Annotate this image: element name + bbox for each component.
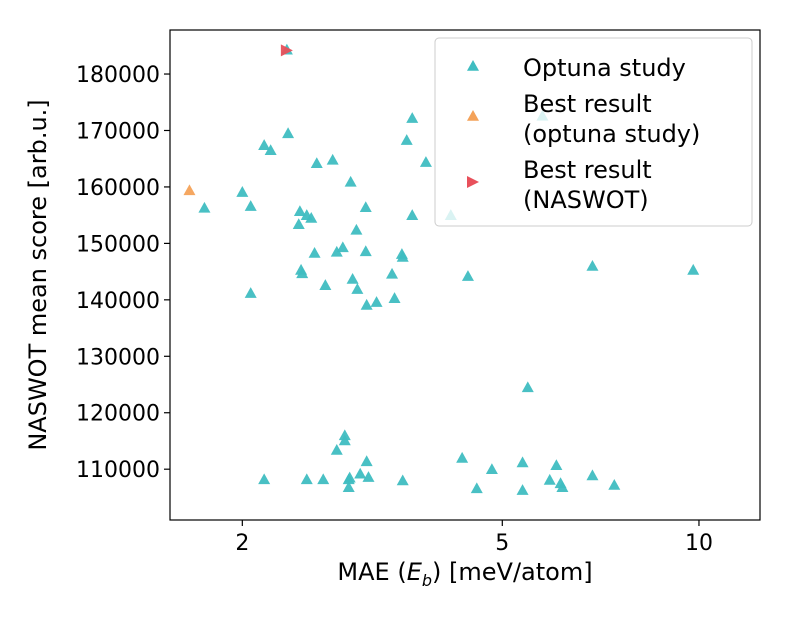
scatter-point: [317, 473, 330, 485]
x-tick-label: 2: [235, 531, 249, 556]
y-axis-label: NASWOT mean score [arb.u.]: [24, 99, 52, 450]
scatter-point: [236, 186, 249, 197]
legend-marker: [467, 176, 479, 188]
scatter-point: [687, 263, 700, 275]
x-label-part: MAE (: [337, 558, 406, 586]
scatter-point: [343, 471, 356, 483]
scatter-point: [338, 429, 351, 441]
scatter-point: [319, 279, 332, 290]
plot-area: [183, 43, 700, 495]
scatter-point: [543, 473, 556, 485]
scatter-point: [198, 201, 211, 213]
scatter-point: [258, 473, 271, 485]
scatter-point: [586, 469, 599, 481]
scatter-point: [406, 112, 419, 123]
scatter-point: [300, 473, 313, 485]
y-tick-label: 110000: [76, 458, 160, 483]
x-label-subscript: b: [422, 571, 432, 590]
scatter-point: [359, 245, 372, 257]
scatter-point: [516, 456, 529, 468]
scatter-point: [183, 184, 196, 196]
scatter-point: [360, 455, 373, 467]
scatter-point: [326, 153, 339, 165]
scatter-point: [305, 211, 318, 223]
scatter-point: [360, 298, 373, 310]
legend-box: [434, 37, 753, 227]
scatter-point: [280, 44, 293, 57]
legend: Optuna study Best result (optuna study) Bes…: [434, 37, 753, 227]
scatter-point: [292, 218, 305, 229]
scatter-point: [351, 283, 364, 294]
legend-marker: [467, 110, 479, 121]
scatter-point: [244, 287, 257, 298]
scatter-point: [308, 246, 321, 258]
scatter-point: [354, 467, 367, 479]
scatter-point: [396, 474, 409, 486]
scatter-point: [350, 223, 363, 235]
scatter-point: [295, 263, 308, 275]
x-tick-label: 5: [495, 531, 509, 556]
y-tick-label: 150000: [76, 232, 160, 257]
scatter-point: [456, 451, 469, 463]
scatter-point: [293, 205, 306, 217]
axes-frame: [169, 29, 761, 521]
y-tick-label: 180000: [76, 63, 160, 88]
scatter-point: [470, 482, 483, 494]
x-label-part: ) [meV/atom]: [432, 558, 593, 586]
legend-label: Optuna study: [523, 54, 686, 82]
scatter-point: [586, 259, 599, 271]
scatter-point: [264, 144, 277, 156]
scatter-point: [310, 157, 323, 169]
y-tick-label: 160000: [76, 176, 160, 201]
legend-label: Best result (optuna study): [523, 90, 700, 148]
legend-marker: [467, 60, 479, 71]
scatter-point: [388, 292, 401, 303]
scatter-point: [330, 444, 343, 455]
x-label-symbol: E: [407, 558, 423, 586]
scatter-point: [370, 296, 383, 307]
scatter-point: [608, 479, 621, 490]
x-axis-label: MAE (Eb) [meV/atom]: [337, 558, 592, 590]
scatter-point: [344, 175, 357, 187]
scatter-point: [550, 459, 563, 471]
scatter-point: [419, 156, 432, 167]
y-tick-label: 170000: [76, 119, 160, 144]
y-tick-label: 130000: [76, 345, 160, 370]
scatter-point: [258, 139, 271, 150]
scatter-point: [244, 200, 257, 211]
scatter-point: [521, 381, 534, 393]
scatter-point: [400, 134, 413, 145]
scatter-point: [485, 463, 498, 474]
y-tick-label: 140000: [76, 289, 160, 314]
scatter-point: [461, 270, 474, 281]
x-tick-label: 10: [685, 531, 713, 556]
y-tick-label: 120000: [76, 402, 160, 427]
scatter-point: [516, 484, 529, 495]
scatter-point: [346, 272, 359, 284]
scatter-point: [556, 481, 569, 493]
scatter-point: [362, 471, 375, 482]
scatter-point: [406, 209, 419, 220]
scatter-point: [342, 481, 355, 493]
scatter-point: [359, 201, 372, 213]
scatter-point: [396, 250, 409, 262]
scatter-point: [330, 245, 343, 257]
scatter-point: [336, 241, 349, 253]
scatter-point: [282, 127, 295, 139]
legend-label: Best result (NASWOT): [523, 156, 652, 214]
scatter-point: [386, 267, 399, 279]
